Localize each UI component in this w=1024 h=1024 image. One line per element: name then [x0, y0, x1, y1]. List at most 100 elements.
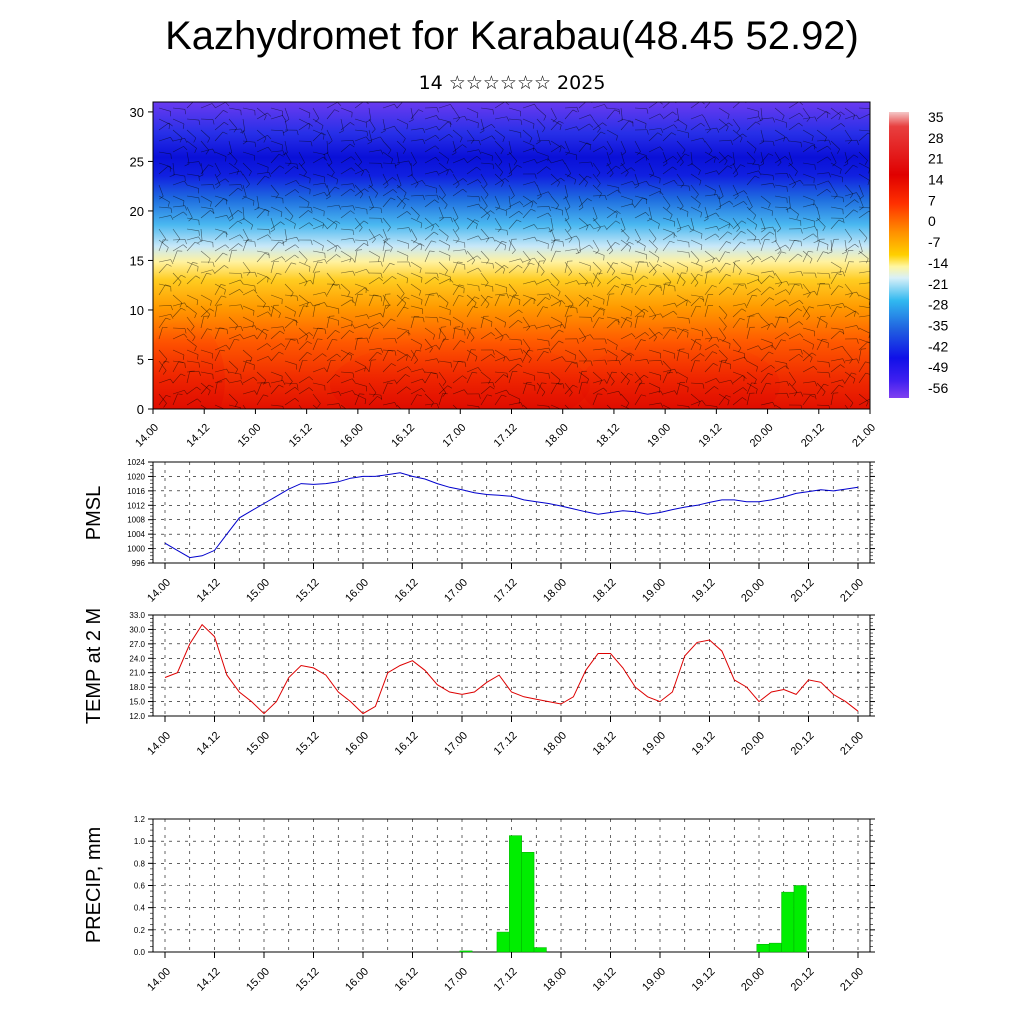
- wind-barb: [396, 160, 409, 164]
- x-tick-label: 19.12: [690, 730, 718, 758]
- wind-barb-flag: [814, 184, 817, 190]
- wind-barb-flag: [615, 213, 618, 219]
- wind-barb-flag: [799, 333, 804, 338]
- wind-barb: [648, 173, 661, 179]
- wind-barb: [228, 316, 238, 326]
- wind-barb: [690, 305, 697, 318]
- wind-barb-flag: [856, 358, 860, 364]
- wind-barb: [564, 305, 570, 318]
- wind-barb: [522, 118, 535, 124]
- wind-barb-flag: [170, 259, 174, 265]
- wind-barb: [452, 206, 459, 218]
- heatmap-warm-core: [153, 320, 225, 409]
- wind-barb: [830, 303, 843, 307]
- wind-barb: [424, 403, 437, 406]
- wind-barb: [158, 327, 163, 340]
- wind-barb-flag: [198, 120, 201, 126]
- wind-barb-flag: [726, 126, 729, 132]
- x-tick-label: 14.12: [195, 966, 223, 994]
- wind-barb-flag: [462, 178, 468, 182]
- wind-barb-flag: [279, 165, 285, 169]
- x-tick-label: 19.12: [690, 577, 718, 605]
- wind-barb-flag: [321, 125, 324, 131]
- wind-barb-flag: [184, 362, 186, 368]
- wind-barb-flag: [198, 362, 200, 368]
- wind-barb-flag: [498, 161, 503, 166]
- wind-barb: [788, 253, 799, 263]
- wind-barb: [690, 114, 703, 120]
- wind-barb: [214, 110, 224, 120]
- wind-barb-flag: [436, 115, 440, 120]
- wind-barb-flag: [827, 244, 829, 250]
- wind-barb: [774, 281, 787, 285]
- wind-barb: [424, 372, 432, 384]
- wind-barb-flag: [615, 220, 621, 224]
- wind-barb: [270, 305, 281, 314]
- wind-barb: [802, 306, 810, 318]
- wind-barb: [830, 206, 843, 210]
- wind-barb: [606, 371, 615, 382]
- wind-barb-flag: [728, 122, 733, 127]
- wind-barb-flag: [631, 410, 632, 415]
- wind-barb-flag: [679, 206, 684, 211]
- wind-barb: [424, 231, 435, 241]
- wind-barb-flag: [618, 391, 622, 396]
- wind-barb: [354, 184, 364, 195]
- wind-barb: [662, 151, 668, 164]
- wind-barb-flag: [657, 223, 660, 229]
- wind-barb-flag: [436, 107, 439, 113]
- wind-barb: [326, 272, 335, 283]
- wind-barb: [186, 206, 193, 218]
- wind-barb: [830, 195, 843, 198]
- wind-barb-flag: [490, 386, 495, 390]
- wind-barb: [452, 340, 461, 351]
- wind-barb: [298, 332, 310, 340]
- wind-barb: [648, 313, 661, 318]
- wind-barb-flag: [317, 338, 323, 340]
- wind-barb-flag: [520, 258, 524, 264]
- wind-barb: [214, 284, 222, 296]
- wind-barb-flag: [658, 331, 663, 336]
- wind-barb: [564, 384, 574, 395]
- wind-barb: [354, 323, 367, 329]
- wind-barb-flag: [529, 262, 535, 265]
- wind-barb: [774, 289, 786, 296]
- wind-barb: [368, 360, 372, 373]
- wind-barb-flag: [592, 217, 598, 222]
- wind-barb: [550, 324, 563, 329]
- wind-barb: [690, 400, 703, 406]
- wind-barb-flag: [542, 306, 548, 309]
- wind-barb: [242, 404, 247, 409]
- wind-barb: [396, 118, 408, 125]
- wind-barb-flag: [557, 182, 560, 187]
- wind-barb-flag: [435, 157, 440, 162]
- wind-barb-flag: [242, 141, 248, 145]
- wind-barb: [368, 129, 373, 142]
- wind-barb-flag: [350, 210, 355, 214]
- wind-barb-flag: [768, 203, 771, 209]
- wind-barb: [480, 283, 493, 287]
- wind-barb-flag: [350, 156, 356, 161]
- wind-barb-flag: [296, 130, 299, 136]
- wind-barb-flag: [719, 195, 724, 200]
- wind-barb-flag: [419, 268, 422, 274]
- wind-barb-flag: [548, 229, 554, 233]
- wind-barb-flag: [584, 281, 588, 286]
- wind-barb-flag: [499, 171, 504, 177]
- wind-barb: [564, 151, 577, 156]
- wind-barb-flag: [184, 302, 188, 308]
- heatmap-x-tick-label: 19.12: [697, 422, 725, 450]
- wind-barb: [298, 305, 304, 318]
- wind-barb-flag: [611, 270, 616, 276]
- wind-barb-flag: [585, 225, 589, 231]
- wind-barb: [704, 140, 713, 151]
- wind-barb: [494, 389, 507, 395]
- wind-barb: [592, 217, 601, 228]
- y-tick-label: 1020: [127, 472, 145, 481]
- wind-barb-flag: [177, 393, 183, 395]
- wind-barb-flag: [408, 261, 411, 267]
- wind-barb-flag: [365, 168, 370, 174]
- wind-barb-flag: [194, 241, 200, 245]
- wind-barb: [186, 261, 199, 267]
- wind-barb-flag: [347, 291, 351, 297]
